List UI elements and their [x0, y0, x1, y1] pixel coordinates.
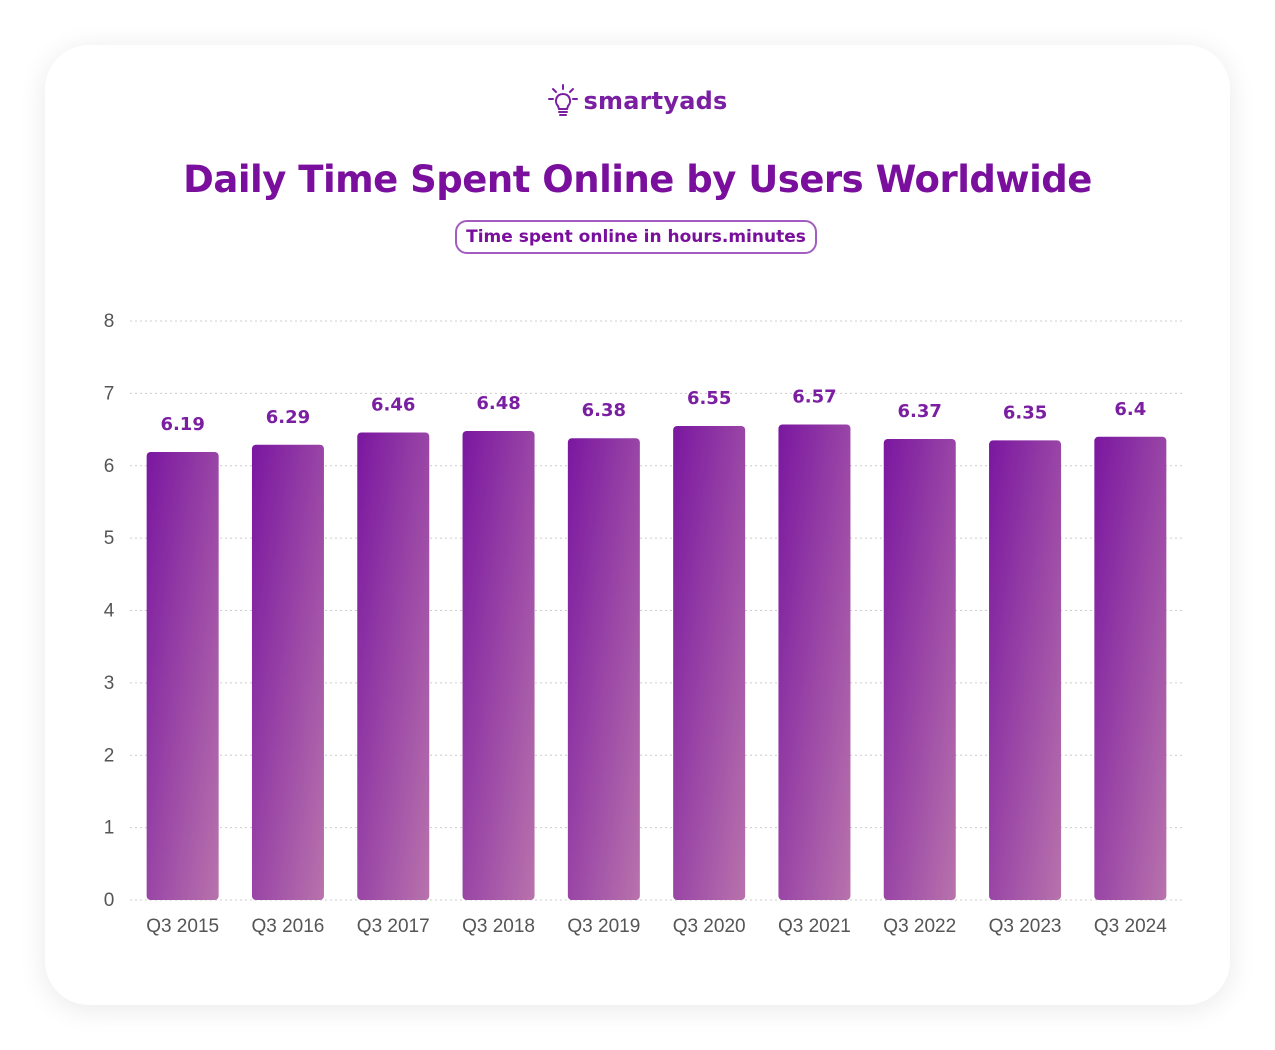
bar: [251, 444, 324, 900]
x-tick-label: Q3 2015: [146, 916, 219, 937]
x-tick-label: Q3 2020: [673, 916, 746, 937]
bar: [1094, 436, 1167, 900]
y-tick-label: 1: [104, 818, 115, 839]
data-label: 6.46: [371, 394, 415, 415]
x-tick-label: Q3 2018: [462, 916, 535, 937]
y-tick-label: 8: [104, 311, 115, 332]
bar: [883, 438, 956, 900]
data-label: 6.35: [1003, 402, 1047, 423]
data-label: 6.37: [898, 401, 942, 422]
x-tick-label: Q3 2022: [883, 916, 956, 937]
y-tick-label: 6: [104, 456, 115, 477]
data-label: 6.57: [792, 386, 836, 407]
data-label: 6.48: [476, 393, 520, 414]
data-label: 6.4: [1114, 399, 1146, 420]
bar: [567, 438, 640, 900]
data-label: 6.38: [582, 400, 626, 421]
bar: [146, 451, 219, 900]
y-tick-label: 4: [104, 601, 115, 622]
x-tick-label: Q3 2017: [357, 916, 430, 937]
data-label: 6.19: [160, 414, 204, 435]
y-tick-label: 3: [104, 673, 115, 694]
logo-text: smartyads: [583, 87, 728, 115]
y-tick-label: 5: [104, 528, 115, 549]
x-tick-label: Q3 2016: [251, 916, 324, 937]
x-tick-label: Q3 2019: [567, 916, 640, 937]
chart-title: Daily Time Spent Online by Users Worldwi…: [183, 158, 1092, 201]
bar: [989, 440, 1062, 900]
lightbulb-icon: [547, 84, 578, 116]
bar: [462, 431, 535, 900]
bar: [673, 425, 746, 900]
x-tick-label: Q3 2023: [989, 916, 1062, 937]
x-tick-label: Q3 2024: [1094, 916, 1167, 937]
data-label: 6.29: [266, 407, 310, 428]
chart-subtitle-badge: Time spent online in hours.minutes: [455, 220, 817, 254]
bar: [778, 424, 851, 900]
x-tick-label: Q3 2021: [778, 916, 851, 937]
y-tick-label: 0: [104, 890, 115, 911]
y-tick-label: 2: [104, 745, 115, 766]
y-tick-label: 7: [104, 383, 115, 404]
logo: smartyads: [0, 84, 1275, 118]
data-label: 6.55: [687, 388, 731, 409]
bar: [357, 432, 430, 900]
